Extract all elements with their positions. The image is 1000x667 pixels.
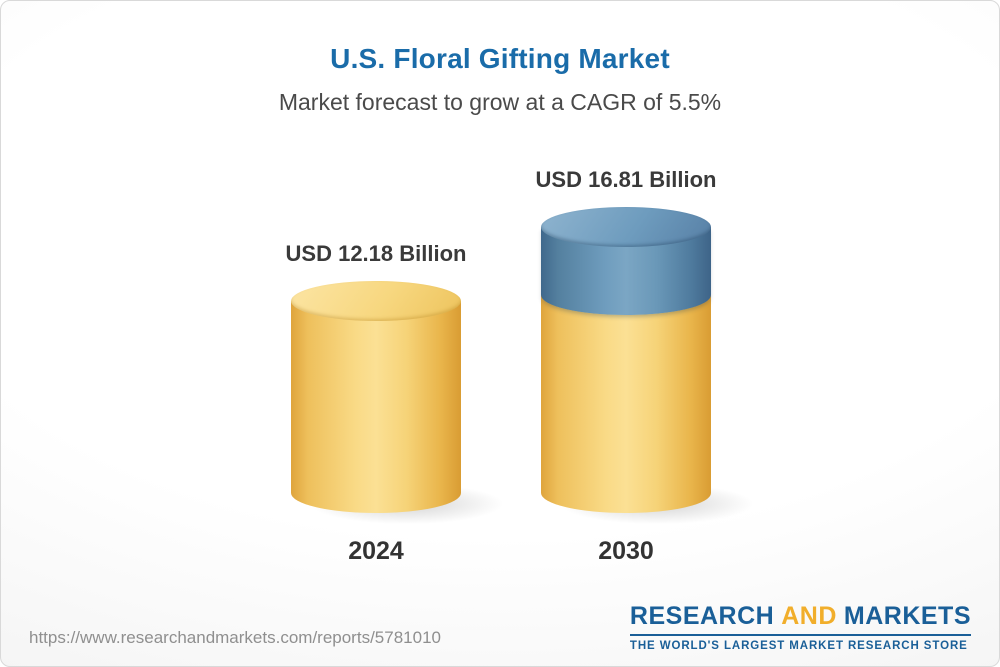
chart-subtitle: Market forecast to grow at a CAGR of 5.5… — [278, 89, 722, 115]
bar-group-2024: USD 12.18 Billion 2024 — [269, 241, 507, 566]
cylinder-base-segment — [291, 301, 461, 513]
logo-word-markets: MARKETS — [843, 602, 971, 630]
value-label-2024: USD 12.18 Billion — [285, 241, 467, 266]
logo-divider — [629, 634, 971, 636]
category-label-2024: 2024 — [348, 537, 404, 565]
category-label-2030: 2030 — [598, 537, 654, 565]
research-and-markets-logo: RESEARCH AND MARKETS THE WORLD'S LARGEST M… — [629, 602, 971, 652]
cylinder-bar-2030 — [541, 207, 757, 525]
cylinder-top-cap — [291, 281, 461, 321]
bar-group-2030: USD 16.81 Billion 2030 — [519, 167, 757, 566]
cylinder-bar-2024 — [291, 281, 507, 525]
cylinder-top-cap — [541, 207, 711, 247]
logo-tagline: THE WORLD'S LARGEST MARKET RESEARCH STOR… — [629, 640, 968, 652]
source-url: https://www.researchandmarkets.com/repor… — [29, 628, 441, 647]
logo-wordmark: RESEARCH AND MARKETS — [630, 602, 971, 631]
page-title: U.S. Floral Gifting Market — [330, 43, 670, 74]
logo-word-and: AND — [781, 602, 837, 630]
value-label-2030: USD 16.81 Billion — [535, 167, 717, 192]
logo-word-research: RESEARCH — [629, 602, 775, 630]
